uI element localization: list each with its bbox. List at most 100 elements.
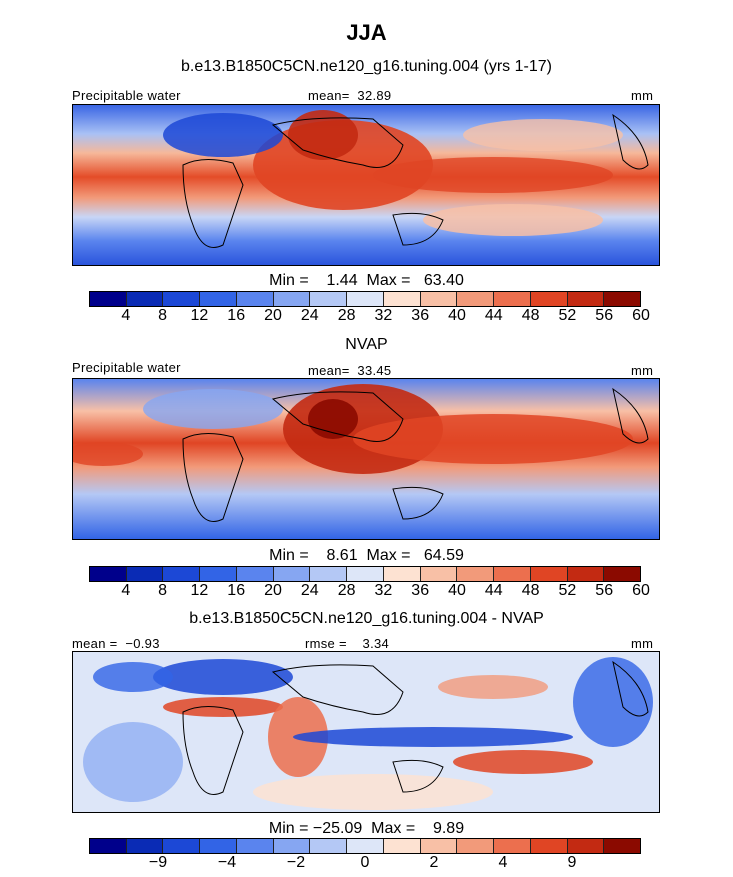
figure-title: JJA bbox=[346, 20, 387, 45]
colorbar-swatch bbox=[604, 567, 641, 581]
colorbar-tick-label: 40 bbox=[448, 307, 466, 324]
colorbar-tick-label: 60 bbox=[632, 582, 650, 599]
panel-1-map-svg bbox=[73, 105, 659, 265]
colorbar-swatch bbox=[383, 839, 421, 853]
panel-3-colorbar-ticks: −9 −4 −2 0 2 4 9 bbox=[89, 854, 641, 872]
colorbar-swatch bbox=[420, 839, 458, 853]
colorbar-swatch bbox=[273, 292, 311, 306]
colorbar-swatch bbox=[457, 567, 495, 581]
colorbar-tick-label: 56 bbox=[595, 582, 614, 599]
panel-1-subtitle: b.e13.B1850C5CN.ne120_g16.tuning.004 (yr… bbox=[181, 58, 552, 75]
colorbar-tick-label: 52 bbox=[558, 307, 577, 324]
colorbar-tick-label: 16 bbox=[227, 582, 246, 599]
colorbar-swatch bbox=[420, 567, 458, 581]
colorbar-tick-label: 12 bbox=[190, 307, 209, 324]
panel-2-variable-label: Precipitable water bbox=[72, 360, 181, 375]
colorbar-tick-label: 48 bbox=[521, 582, 540, 599]
colorbar-swatch bbox=[347, 839, 384, 853]
panel-2-minmax: Min = 8.61 Max = 64.59 bbox=[269, 547, 464, 564]
colorbar-swatch bbox=[457, 292, 495, 306]
colorbar-swatch bbox=[126, 567, 164, 581]
colorbar-swatch bbox=[236, 839, 274, 853]
colorbar-swatch bbox=[310, 567, 348, 581]
panel-1-mean-label: mean= 32.89 bbox=[308, 88, 392, 103]
colorbar-tick-label: 4 bbox=[121, 582, 131, 599]
colorbar-tick-label: 4 bbox=[498, 854, 508, 871]
colorbar-swatch bbox=[163, 292, 201, 306]
panel-1-variable-label: Precipitable water bbox=[72, 88, 181, 103]
colorbar-tick-label: 8 bbox=[158, 582, 168, 599]
panel-1-units-label: mm bbox=[631, 88, 654, 103]
colorbar-tick-label: −4 bbox=[217, 854, 237, 871]
colorbar-tick-label: 52 bbox=[558, 582, 577, 599]
colorbar-swatch bbox=[567, 292, 605, 306]
colorbar-tick-label: 0 bbox=[360, 854, 370, 871]
colorbar-swatch bbox=[457, 839, 495, 853]
colorbar-swatch bbox=[567, 567, 605, 581]
colorbar-tick-label: 20 bbox=[264, 582, 282, 599]
panel-2-mean-label: mean= 33.45 bbox=[308, 363, 392, 378]
colorbar-tick-label: 4 bbox=[121, 307, 131, 324]
colorbar-swatch bbox=[236, 567, 274, 581]
panel-3-map bbox=[72, 651, 660, 813]
panel-3-units-label: mm bbox=[631, 636, 654, 651]
colorbar-swatch bbox=[530, 292, 568, 306]
colorbar-swatch bbox=[494, 567, 531, 581]
colorbar-swatch bbox=[604, 292, 641, 306]
colorbar-tick-label: 12 bbox=[190, 582, 209, 599]
colorbar-tick-label: 9 bbox=[567, 854, 577, 871]
panel-1-colorbar: 4 8 12 16 20 24 28 32 36 40 44 48 52 56 60 bbox=[89, 291, 650, 325]
colorbar-swatch bbox=[383, 292, 421, 306]
colorbar-swatch bbox=[530, 567, 568, 581]
colorbar-tick-label: 28 bbox=[337, 582, 356, 599]
colorbar-swatch bbox=[273, 567, 311, 581]
colorbar-tick-label: 32 bbox=[374, 582, 393, 599]
colorbar-tick-label: 44 bbox=[484, 582, 503, 599]
panel-2-colorbar-swatches bbox=[89, 566, 641, 582]
colorbar-tick-label: 2 bbox=[429, 854, 439, 871]
colorbar-tick-label: 60 bbox=[632, 307, 650, 324]
colorbar-tick-label: 44 bbox=[484, 307, 503, 324]
colorbar-tick-label: 20 bbox=[264, 307, 282, 324]
panel-3-rmse-label: rmse = 3.34 bbox=[305, 636, 390, 651]
colorbar-swatch bbox=[310, 292, 348, 306]
colorbar-tick-label: 40 bbox=[448, 582, 466, 599]
colorbar-tick-label: 16 bbox=[227, 307, 246, 324]
panel-2-subtitle: NVAP bbox=[345, 336, 388, 353]
colorbar-swatch bbox=[163, 567, 201, 581]
colorbar-swatch bbox=[126, 839, 164, 853]
colorbar-swatch bbox=[530, 839, 568, 853]
colorbar-swatch bbox=[383, 567, 421, 581]
panel-3-minmax: Min = −25.09 Max = 9.89 bbox=[268, 820, 465, 837]
colorbar-swatch bbox=[90, 839, 127, 853]
panel-3-map-svg bbox=[73, 652, 659, 812]
colorbar-swatch bbox=[420, 292, 458, 306]
colorbar-swatch bbox=[494, 839, 531, 853]
colorbar-tick-label: 32 bbox=[374, 307, 393, 324]
colorbar-tick-label: 36 bbox=[411, 582, 430, 599]
panel-3-mean-label: mean = −0.93 bbox=[72, 636, 160, 651]
panel-1-minmax: Min = 1.44 Max = 63.40 bbox=[269, 272, 464, 289]
colorbar-swatch bbox=[347, 292, 384, 306]
colorbar-swatch bbox=[200, 839, 237, 853]
panel-3-colorbar-swatches bbox=[89, 838, 641, 854]
panel-2-colorbar: 4 8 12 16 20 24 28 32 36 40 44 48 52 56 60 bbox=[89, 566, 650, 600]
colorbar-tick-label: −2 bbox=[286, 854, 306, 871]
colorbar-tick-label: 28 bbox=[337, 307, 356, 324]
panel-2-colorbar-ticks: 4 8 12 16 20 24 28 32 36 40 44 48 52 56 60 bbox=[89, 582, 650, 600]
colorbar-swatch bbox=[90, 292, 127, 306]
colorbar-swatch bbox=[200, 567, 237, 581]
colorbar-swatch bbox=[567, 839, 605, 853]
colorbar-tick-label: 24 bbox=[300, 307, 319, 324]
panel-2-map-svg bbox=[73, 379, 659, 539]
colorbar-swatch bbox=[126, 292, 164, 306]
colorbar-tick-label: 24 bbox=[300, 582, 319, 599]
colorbar-tick-label: 48 bbox=[521, 307, 540, 324]
colorbar-tick-label: 36 bbox=[411, 307, 430, 324]
panel-1-colorbar-swatches bbox=[89, 291, 641, 307]
panel-2-map bbox=[72, 378, 660, 540]
colorbar-swatch bbox=[310, 839, 348, 853]
colorbar-tick-label: −9 bbox=[148, 854, 168, 871]
colorbar-swatch bbox=[604, 839, 641, 853]
colorbar-swatch bbox=[347, 567, 384, 581]
